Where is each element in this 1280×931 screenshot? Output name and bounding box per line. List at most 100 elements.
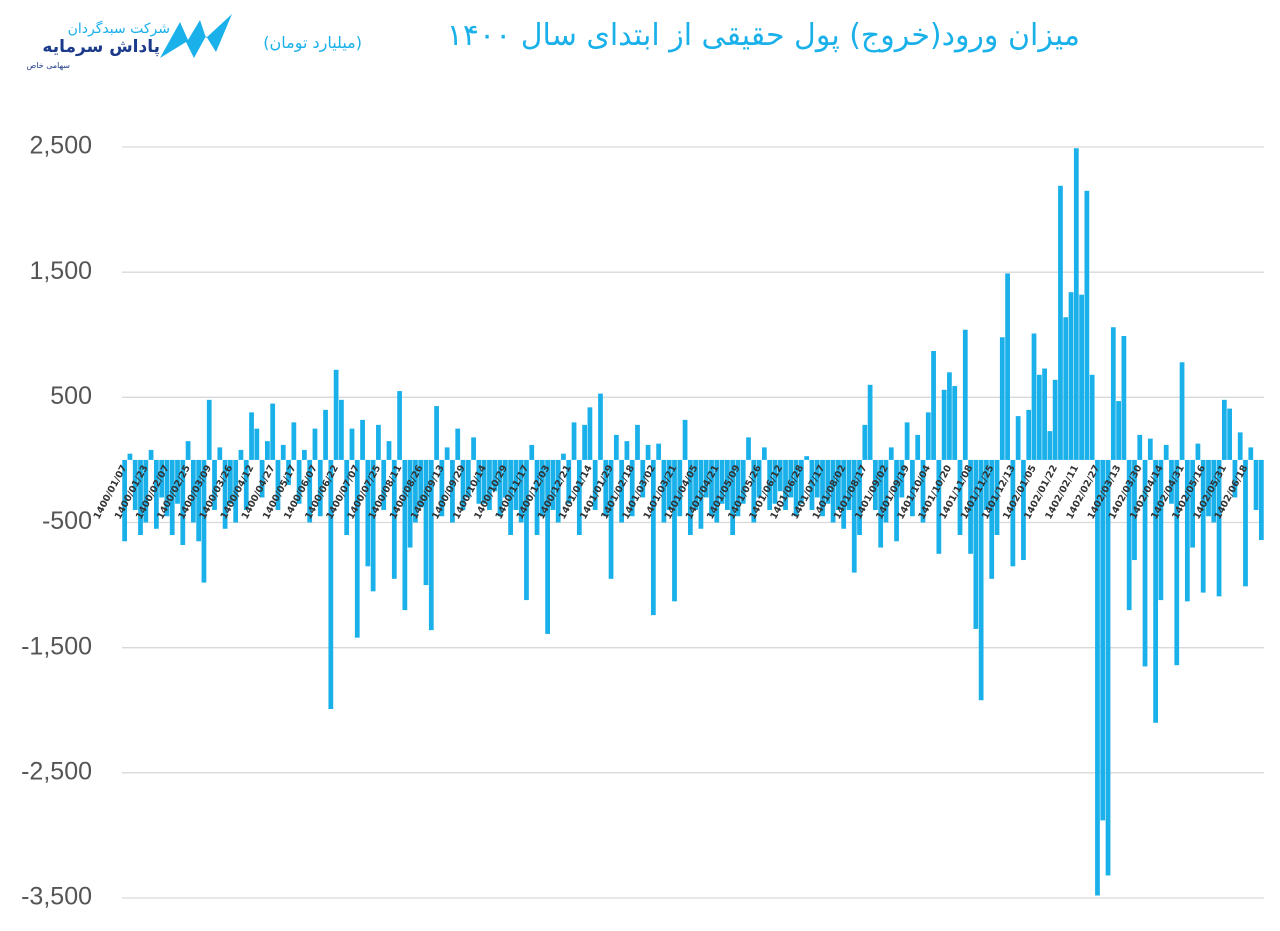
- bar: [524, 459, 529, 601]
- bar: [455, 428, 461, 460]
- bar: [153, 459, 159, 529]
- bar: [1116, 401, 1121, 460]
- bar: [148, 449, 154, 460]
- bar: [1216, 459, 1222, 597]
- bar: [376, 424, 381, 460]
- bar: [280, 444, 286, 460]
- bar: [481, 459, 487, 504]
- bar: [899, 459, 905, 498]
- bar: [857, 459, 862, 536]
- bar: [212, 459, 217, 510]
- bar: [629, 459, 635, 517]
- bar: [613, 434, 619, 460]
- bar: [1089, 374, 1095, 460]
- bar: [444, 447, 450, 460]
- bar: [196, 459, 202, 542]
- bar: [994, 459, 1000, 536]
- bar: [518, 459, 524, 523]
- bar: [143, 459, 149, 523]
- bar: [587, 407, 593, 460]
- bar: [825, 459, 831, 504]
- bar: [185, 441, 191, 460]
- bar: [201, 459, 207, 583]
- bar: [1031, 333, 1037, 460]
- bar: [1137, 434, 1143, 460]
- bar: [746, 437, 751, 460]
- bar: [698, 459, 704, 529]
- bar: [661, 459, 667, 523]
- bar: [138, 459, 143, 536]
- bar: [973, 459, 979, 629]
- bar: [439, 459, 445, 517]
- bar: [1036, 374, 1042, 460]
- bar: [159, 459, 165, 498]
- bar: [968, 459, 973, 554]
- bar: [687, 459, 693, 536]
- bar: [471, 437, 476, 460]
- bar: [1227, 408, 1233, 460]
- bar: [677, 459, 683, 517]
- bar: [265, 441, 270, 460]
- bar: [772, 459, 778, 504]
- bar: [132, 459, 138, 510]
- bar: [1211, 459, 1217, 523]
- bar: [719, 459, 725, 504]
- logo-mark: [160, 14, 232, 58]
- bar: [1174, 459, 1180, 666]
- bar: [1147, 438, 1153, 460]
- bar: [238, 449, 244, 460]
- y-tick-label: -3,500: [21, 883, 92, 911]
- bar: [841, 459, 847, 529]
- bar: [175, 459, 180, 504]
- bar: [941, 389, 947, 460]
- bar: [508, 459, 513, 536]
- bar: [1042, 368, 1047, 460]
- bar: [381, 459, 387, 510]
- bar: [534, 459, 540, 536]
- chart-subtitle: (میلیارد تومان): [263, 33, 362, 53]
- bar: [1158, 459, 1164, 601]
- bar: [709, 459, 714, 517]
- bar: [1121, 336, 1127, 460]
- bar: [164, 459, 170, 517]
- bar: [1179, 362, 1185, 460]
- bar: [286, 459, 291, 485]
- chart-title: میزان ورود(خروج) پول حقیقی از ابتدای سال…: [447, 18, 1080, 53]
- bar: [931, 351, 936, 460]
- bar: [1105, 459, 1111, 876]
- bar: [249, 412, 254, 460]
- bar: [878, 459, 884, 548]
- y-tick-label: -2,500: [21, 757, 92, 785]
- bar: [783, 459, 788, 510]
- bar: [624, 441, 630, 460]
- bar: [333, 369, 339, 460]
- bar: [761, 447, 767, 460]
- bar: [354, 459, 360, 638]
- y-tick-label: -1,500: [21, 632, 92, 660]
- bar: [270, 403, 276, 460]
- bar: [465, 459, 471, 498]
- bar: [423, 459, 429, 586]
- bar: [936, 459, 942, 554]
- bar: [228, 459, 233, 504]
- logo-kind: سهامی خاص: [27, 61, 71, 70]
- bar: [1258, 459, 1264, 541]
- bar: [169, 459, 175, 536]
- bar: [545, 459, 550, 634]
- bar: [418, 459, 424, 508]
- bar: [222, 459, 228, 529]
- bar: [740, 459, 746, 504]
- bar: [1100, 459, 1106, 821]
- bar: [820, 459, 825, 517]
- bar: [814, 459, 820, 498]
- bar: [122, 459, 128, 542]
- bar: [984, 459, 989, 510]
- bar: [1015, 416, 1021, 460]
- bar: [291, 422, 297, 460]
- bar: [619, 459, 625, 523]
- bar: [603, 459, 609, 517]
- y-tick-label: 1,500: [29, 257, 92, 285]
- bar: [317, 459, 323, 517]
